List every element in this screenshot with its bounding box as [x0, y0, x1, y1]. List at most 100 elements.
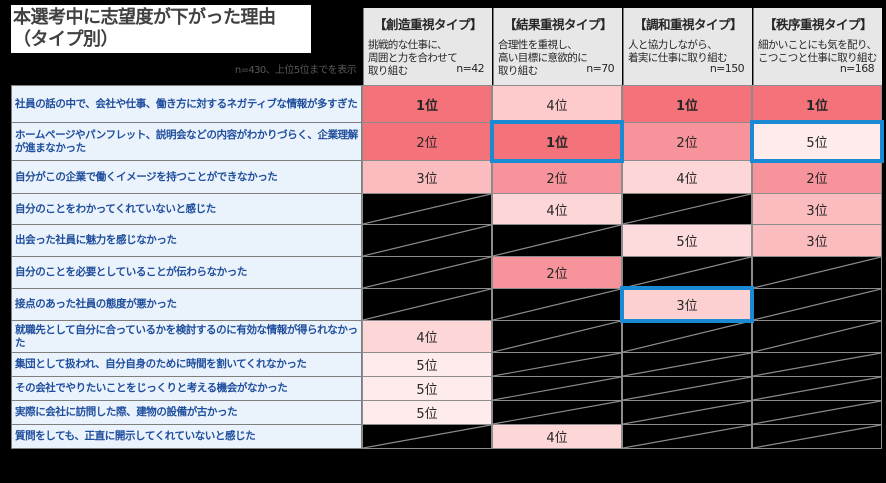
- column-description-line: 細かいことにも気を配り、: [758, 39, 877, 51]
- diagonal-slash-icon: [623, 257, 751, 288]
- rank-cell: 3位: [752, 193, 882, 225]
- rank-cell: 5位: [362, 376, 492, 401]
- column-type-label: 【調和重視タイプ】: [633, 17, 743, 32]
- diagonal-slash-icon: [363, 225, 491, 256]
- empty-cell: [362, 424, 492, 449]
- row-reason-label: 社員の話の中で、会社や仕事、働き方に対するネガティブな情報が多すぎた: [11, 85, 362, 123]
- column-description-line: 取り組む: [368, 65, 408, 77]
- table-row: その会社でやりたいことをじっくりと考える機会がなかった 5位: [11, 376, 883, 401]
- column-header: 【調和重視タイプ】 人と協力しながら、 着実に仕事に取り組む n=150: [623, 8, 752, 85]
- highlighted-rank-cell: 1位: [490, 120, 624, 163]
- empty-cell: [362, 288, 492, 321]
- table-row: 質問をしても、正直に開示してくれていないと感じた 4位: [11, 424, 883, 449]
- sample-size-note: n=430、上位5位までを表示: [234, 65, 357, 76]
- diagonal-slash-icon: [493, 225, 621, 256]
- rank-cell: 1位: [362, 85, 492, 123]
- table-row: ホームページやパンフレット、説明会などの内容がわかりづらく、企業理解が進まなかっ…: [11, 120, 884, 163]
- table-row: 集団として扱われ、自分自身のために時間を割いてくれなかった 5位: [11, 352, 883, 377]
- column-description-line: 着実に仕事に取り組む: [628, 52, 728, 64]
- empty-cell: [622, 320, 752, 353]
- column-sample-size: n=150: [709, 62, 745, 75]
- row-reason-label: 自分がこの企業で働くイメージを持つことができなかった: [11, 160, 362, 194]
- column-sample-size: n=70: [586, 62, 614, 75]
- chart-title: 本選考中に志望度が下がった理由 （タイプ別）: [11, 5, 311, 53]
- empty-cell: [752, 400, 882, 425]
- row-reason-label: 集団として扱われ、自分自身のために時間を割いてくれなかった: [11, 352, 362, 377]
- empty-cell: [622, 352, 752, 377]
- row-reason-label: ホームページやパンフレット、説明会などの内容がわかりづらく、企業理解が進まなかっ…: [11, 122, 362, 161]
- diagonal-slash-icon: [363, 289, 491, 320]
- empty-cell: [752, 320, 882, 353]
- rank-cell: 1位: [622, 85, 752, 123]
- chart-title-line2: （タイプ別）: [13, 29, 119, 50]
- column-description: 合理性を重視し、 高い目標に意欲的に 取り組む n=70: [494, 33, 622, 79]
- column-description: 挑戦的な仕事に、 周囲と力を合わせて 取り組む n=42: [364, 33, 492, 79]
- table-row: 接点のあった社員の態度が悪かった 3位: [11, 286, 883, 323]
- column-description-line: 挑戦的な仕事に、: [368, 39, 447, 51]
- diagonal-slash-icon: [623, 401, 751, 424]
- rank-cell: 2位: [622, 122, 752, 161]
- diagonal-slash-icon: [363, 425, 491, 448]
- rank-cell: 5位: [362, 400, 492, 425]
- table-row: 自分がこの企業で働くイメージを持つことができなかった 3位 2位 4位 2位: [11, 160, 883, 194]
- diagonal-slash-icon: [623, 425, 751, 448]
- diagonal-slash-icon: [493, 321, 621, 352]
- diagonal-slash-icon: [753, 353, 881, 376]
- column-header: 【創造重視タイプ】挑戦的な仕事に、 周囲と力を合わせて 取り組む n=42: [363, 8, 492, 85]
- chart-title-line1: 本選考中に志望度が下がった理由: [13, 7, 276, 28]
- row-reason-label: 就職先として自分に合っているかを検討するのに有効な情報が得られなかった: [11, 320, 362, 353]
- rank-cell: 1位: [752, 85, 882, 123]
- diagonal-slash-icon: [363, 257, 491, 288]
- diagonal-slash-icon: [493, 289, 621, 320]
- empty-cell: [622, 376, 752, 401]
- row-reason-label: 自分のことをわかってくれていないと感じた: [11, 193, 362, 225]
- empty-cell: [492, 400, 622, 425]
- empty-cell: [362, 224, 492, 257]
- diagonal-slash-icon: [363, 194, 491, 224]
- empty-cell: [492, 320, 622, 353]
- column-type-label: 【結果重視タイプ】: [503, 17, 613, 32]
- rank-cell: 2位: [752, 160, 882, 194]
- empty-cell: [622, 193, 752, 225]
- highlighted-rank-cell: 5位: [750, 120, 884, 163]
- rank-cell: 4位: [492, 193, 622, 225]
- diagonal-slash-icon: [753, 257, 881, 288]
- rank-cell: 2位: [492, 160, 622, 194]
- rank-cell: 5位: [362, 352, 492, 377]
- diagonal-slash-icon: [493, 401, 621, 424]
- diagonal-slash-icon: [623, 377, 751, 400]
- diagonal-slash-icon: [623, 353, 751, 376]
- empty-cell: [492, 224, 622, 257]
- rank-cell: 2位: [362, 122, 492, 161]
- rank-cell: 4位: [622, 160, 752, 194]
- column-header: 【秩序重視タイプ】 細かいことにも気を配り、 こつこつと仕事に取り組む n=168: [753, 8, 882, 85]
- row-reason-label: 出会った社員に魅力を感じなかった: [11, 224, 362, 257]
- rank-cell: 2位: [492, 256, 622, 289]
- column-type-label: 【秩序重視タイプ】: [763, 17, 873, 32]
- empty-cell: [752, 352, 882, 377]
- diagonal-slash-icon: [753, 321, 881, 352]
- empty-cell: [362, 193, 492, 225]
- rank-cell: 4位: [492, 85, 622, 123]
- empty-cell: [622, 256, 752, 289]
- diagonal-slash-icon: [753, 289, 881, 320]
- column-description-line: 周囲と力を合わせて: [368, 52, 458, 64]
- column-type-label: 【創造重視タイプ】: [373, 17, 483, 32]
- highlighted-rank-cell: 3位: [620, 286, 754, 323]
- table-row: 実際に会社に訪問した際、建物の設備が古かった 5位: [11, 400, 883, 425]
- empty-cell: [492, 352, 622, 377]
- empty-cell: [622, 424, 752, 449]
- column-description-line: 高い目標に意欲的に: [498, 52, 588, 64]
- diagonal-slash-icon: [753, 425, 881, 448]
- rank-cell: 5位: [622, 224, 752, 257]
- diagonal-slash-icon: [493, 353, 621, 376]
- column-sample-size: n=168: [839, 62, 875, 75]
- empty-cell: [752, 424, 882, 449]
- table-row: 自分のことを必要としていることが伝わらなかった 2位: [11, 256, 883, 289]
- column-description-line: こつこつと仕事に取り組む: [758, 52, 877, 64]
- empty-cell: [492, 376, 622, 401]
- column-description-line: 取り組む: [498, 65, 538, 77]
- rank-cell: 4位: [362, 320, 492, 353]
- column-sample-size: n=42: [456, 62, 484, 75]
- rank-cell: 4位: [492, 424, 622, 449]
